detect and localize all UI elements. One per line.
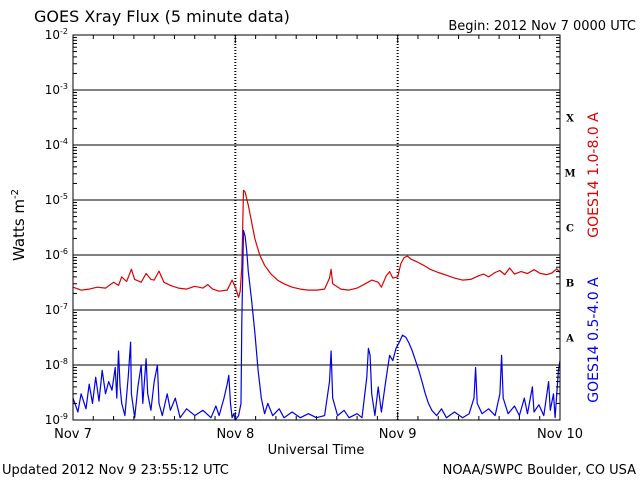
y-tick-label-base: 10 — [45, 193, 60, 207]
y-tick-label: 10-5 — [45, 192, 68, 207]
y-tick-label-base: 10 — [45, 358, 60, 372]
updated-timestamp: Updated 2012 Nov 9 23:55:12 UTC — [2, 463, 229, 478]
y-tick-label-base: 10 — [45, 138, 60, 152]
chart-title: GOES Xray Flux (5 minute data) — [34, 7, 290, 26]
y-tick-label-exponent: -3 — [60, 82, 68, 91]
legend-long-channel: GOES14 1.0-8.0 A — [586, 112, 602, 238]
y-tick-label-exponent: -8 — [60, 357, 68, 366]
y-axis-label-superscript: -2 — [10, 189, 21, 199]
flare-class-label: C — [566, 224, 574, 235]
flare-class-label: M — [564, 169, 575, 180]
y-tick-label: 10-6 — [45, 247, 68, 262]
y-tick-label-exponent: -9 — [60, 412, 68, 421]
y-tick-label: 10-8 — [45, 357, 68, 372]
y-tick-label-exponent: -6 — [60, 247, 68, 256]
y-tick-label: 10-9 — [45, 412, 68, 427]
y-tick-label: 10-7 — [45, 302, 68, 317]
legend-short-channel: GOES14 0.5-4.0 A — [586, 277, 602, 403]
flare-class-label: A — [565, 334, 574, 345]
y-tick-label-base: 10 — [45, 28, 60, 42]
y-tick-label: 10-4 — [45, 137, 68, 152]
x-tick-label: Nov 10 — [537, 427, 583, 442]
y-tick-label: 10-3 — [45, 82, 68, 97]
y-axis-label: Watts m-2 — [10, 189, 28, 261]
y-axis-label-text: Watts m — [10, 199, 28, 261]
series-line-long-channel — [72, 189, 561, 298]
begin-time: Begin: 2012 Nov 7 0000 UTC — [448, 19, 636, 34]
x-axis-label: Universal Time — [268, 443, 365, 458]
grid-layer — [73, 35, 560, 420]
series-line-short-channel — [72, 229, 561, 421]
y-tick-label: 10-2 — [45, 27, 68, 42]
y-tick-label-base: 10 — [45, 413, 60, 427]
x-tick-label: Nov 9 — [379, 427, 417, 442]
y-tick-label-exponent: -5 — [60, 192, 68, 201]
y-tick-label-base: 10 — [45, 248, 60, 262]
flare-class-label: X — [566, 114, 574, 125]
y-tick-label-base: 10 — [45, 303, 60, 317]
x-tick-label: Nov 8 — [216, 427, 254, 442]
series-layer — [72, 189, 561, 421]
credit-text: NOAA/SWPC Boulder, CO USA — [443, 463, 636, 478]
y-tick-label-exponent: -2 — [60, 27, 68, 36]
y-tick-label-exponent: -4 — [60, 137, 68, 146]
y-tick-label-base: 10 — [45, 83, 60, 97]
x-tick-label: Nov 7 — [54, 427, 92, 442]
y-tick-label-exponent: -7 — [60, 302, 68, 311]
flare-class-label: B — [566, 279, 574, 290]
